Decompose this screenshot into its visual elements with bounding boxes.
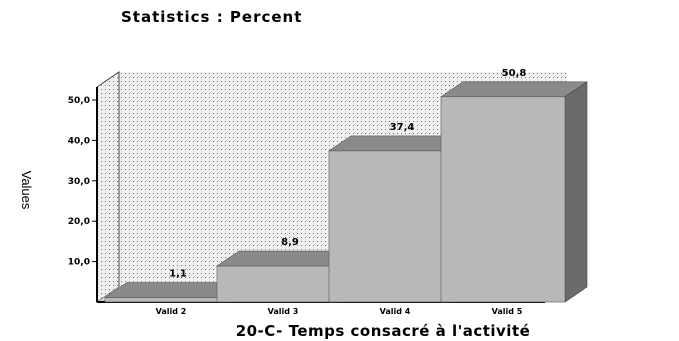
y-axis-ticks: 10,0 20,0 30,0 40,0 50,0 [68, 96, 97, 268]
x-tick-label: Valid 5 [492, 307, 523, 316]
bar-front [104, 297, 230, 303]
bar: 50,8 [440, 68, 588, 303]
bars: 1,1 8,9 37,4 50,8 [104, 68, 588, 303]
y-tick-label: 20,0 [68, 217, 90, 227]
x-axis-categories: Valid 2 Valid 3 Valid 4 Valid 5 [156, 307, 523, 316]
x-tick-label: Valid 2 [156, 307, 187, 316]
x-axis-label: 20-C- Temps consacré à l'activité [236, 322, 531, 340]
side-wall [96, 71, 120, 303]
bar-top [440, 81, 588, 98]
y-tick-label: 40,0 [68, 136, 90, 146]
data-label: 1,1 [169, 269, 187, 280]
y-tick-label: 10,0 [68, 258, 90, 268]
bar-front [216, 265, 342, 303]
data-label: 50,8 [502, 68, 527, 79]
y-tick-label: 30,0 [68, 177, 90, 187]
y-tick-label: 50,0 [68, 96, 90, 106]
data-label: 37,4 [390, 122, 415, 133]
bar-side [564, 81, 588, 303]
chart-title: Statistics : Percent [121, 8, 302, 26]
x-tick-label: Valid 4 [380, 307, 411, 316]
bar-front [328, 150, 454, 303]
data-label: 8,9 [281, 237, 299, 248]
x-tick-label: Valid 3 [268, 307, 299, 316]
bar-front [440, 96, 566, 303]
y-axis-label: Values [19, 171, 34, 210]
